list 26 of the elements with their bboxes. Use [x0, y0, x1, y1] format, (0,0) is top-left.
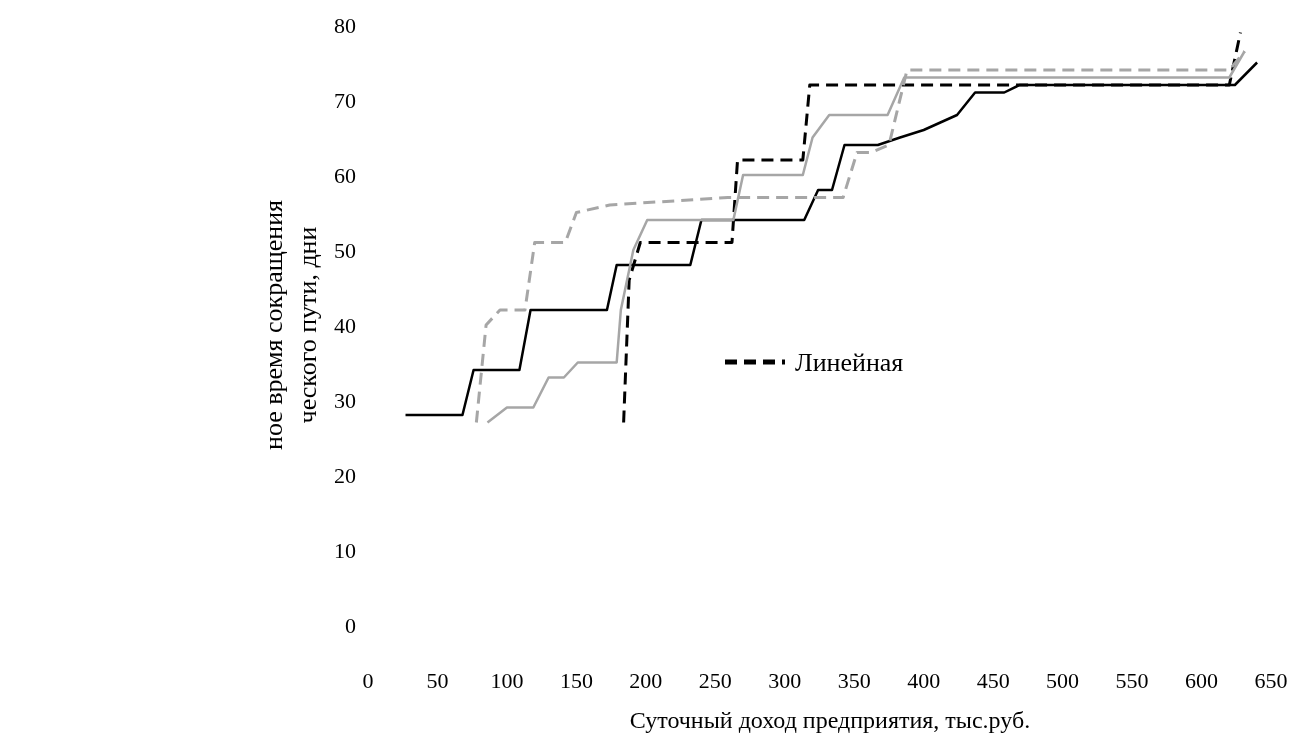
x-tick-label: 150 [559, 668, 593, 693]
y-tick-label: 80 [334, 12, 356, 38]
y-tick-label: 70 [334, 87, 356, 113]
y-tick-label: 10 [334, 537, 356, 563]
y-tick-label: 0 [345, 612, 356, 638]
x-tick-label: 600 [1185, 668, 1219, 693]
y-tick-label: 60 [334, 162, 356, 188]
y-tick-label: 50 [334, 237, 356, 263]
x-tick-label: 50 [426, 668, 449, 693]
y-tick-label: 20 [334, 462, 356, 488]
x-tick-label: 500 [1046, 668, 1080, 693]
x-tick-label: 250 [698, 668, 732, 693]
x-tick-label: 200 [629, 668, 663, 693]
legend-label: Линейная [795, 347, 904, 377]
x-tick-label: 400 [907, 668, 941, 693]
y-tick-label: 30 [334, 387, 356, 413]
x-axis-title: Суточный доход предприятия, тыс.руб. [629, 707, 1031, 733]
x-tick-label: 550 [1115, 668, 1149, 693]
y-axis-title: ное время сокращения ческого пути, дни [259, 199, 322, 451]
y-tick-label: 40 [334, 312, 356, 338]
x-tick-label: 0 [362, 668, 374, 693]
x-tick-label: 350 [837, 668, 871, 693]
x-tick-label: 300 [768, 668, 802, 693]
x-tick-label: 450 [976, 668, 1010, 693]
x-tick-label: 650 [1254, 668, 1288, 693]
x-tick-label: 100 [490, 668, 524, 693]
